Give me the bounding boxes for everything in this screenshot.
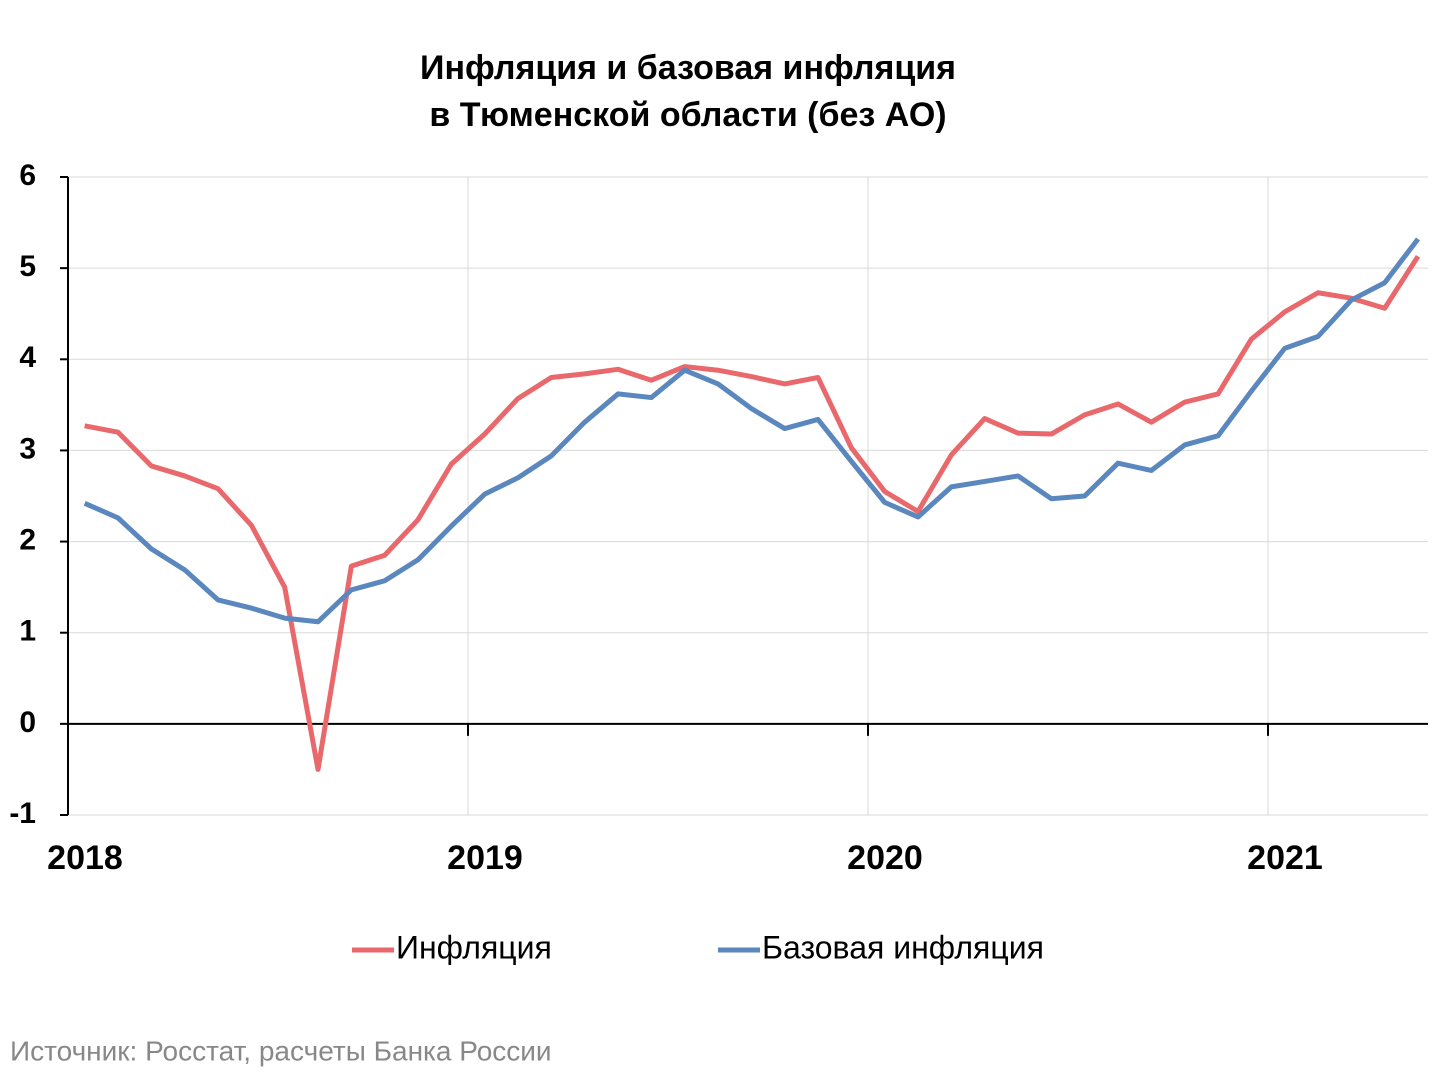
y-tick-label: 3 bbox=[19, 432, 36, 465]
legend-label: Базовая инфляция bbox=[762, 929, 1044, 965]
x-tick-label: 2020 bbox=[847, 839, 923, 877]
x-tick-label: 2018 bbox=[47, 839, 123, 877]
y-tick-label: -1 bbox=[9, 797, 36, 830]
x-tick-label: 2021 bbox=[1247, 839, 1323, 877]
y-tick-label: 1 bbox=[19, 615, 36, 648]
y-tick-label: 6 bbox=[19, 159, 36, 192]
series-line bbox=[83, 237, 1420, 625]
series-line bbox=[84, 254, 1421, 772]
y-tick-label: 0 bbox=[19, 706, 36, 739]
y-tick-label: 2 bbox=[19, 523, 36, 556]
y-tick-label: 4 bbox=[19, 341, 36, 374]
x-tick-label: 2019 bbox=[447, 839, 523, 877]
chart-title: Инфляция и базовая инфляция bbox=[420, 49, 956, 87]
legend-label: Инфляция bbox=[396, 929, 552, 965]
source-note: Источник: Росстат, расчеты Банка России bbox=[10, 1035, 552, 1066]
y-tick-label: 5 bbox=[19, 250, 36, 283]
chart-title: в Тюменской области (без АО) bbox=[429, 96, 946, 134]
